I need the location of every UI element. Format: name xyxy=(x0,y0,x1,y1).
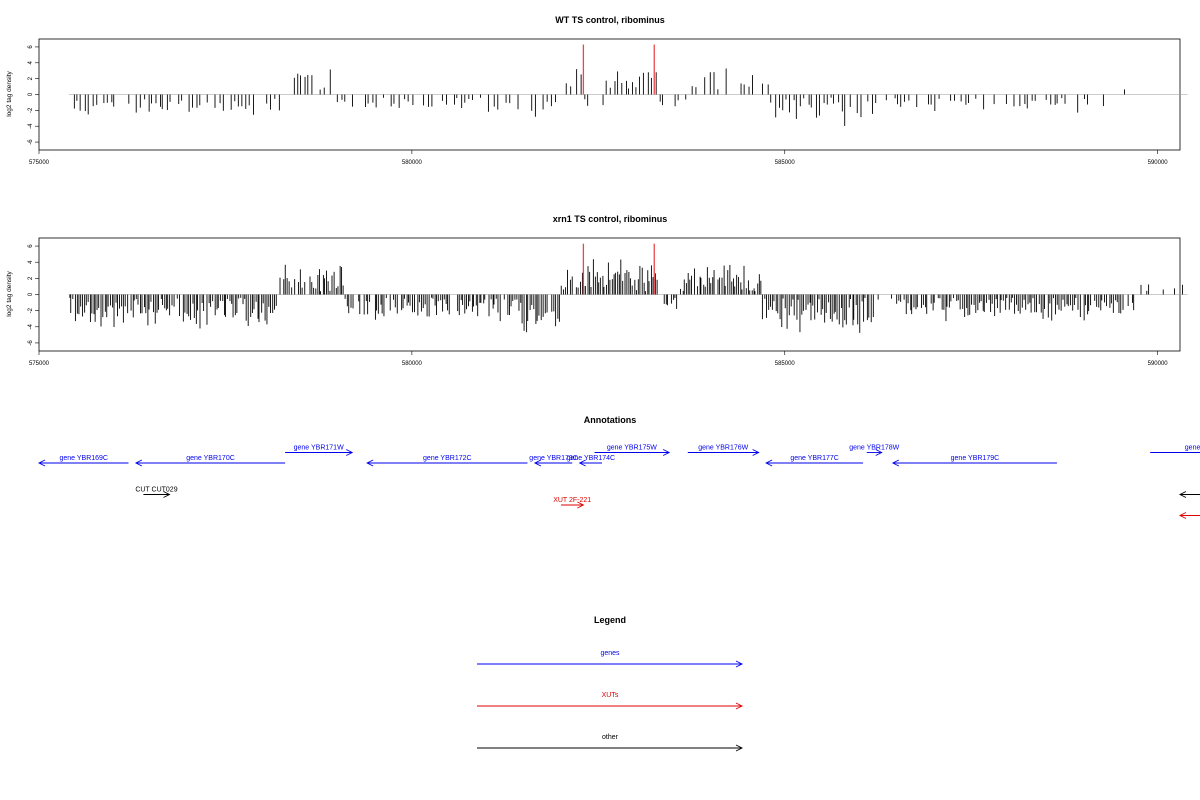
annotation-arrowhead xyxy=(163,491,171,498)
wt-density-bars xyxy=(68,68,1188,126)
y-tick-label: 6 xyxy=(28,244,34,248)
annotation-arrowhead xyxy=(891,459,900,467)
legend-arrowhead xyxy=(735,702,744,710)
annotation-label: gene YBR171W xyxy=(294,445,344,452)
legend-label: other xyxy=(602,734,619,741)
x-tick-label: 590000 xyxy=(1148,160,1169,166)
y-tick-label: 0 xyxy=(28,92,34,96)
wt-panel-title: WT TS control, ribominus xyxy=(555,15,665,25)
legend-panel: Legend genes XUTs other xyxy=(477,615,744,752)
annotation-feature: gene YBR170C xyxy=(134,455,286,467)
wt-highlight-lines xyxy=(582,44,655,95)
y-tick-label: 6 xyxy=(28,45,34,49)
annotation-feature: SUT SUT461 xyxy=(1178,491,1200,498)
annotation-label: gene YBR176W xyxy=(698,445,748,452)
annotation-arrowhead xyxy=(533,459,542,467)
annotation-feature: gene YBR178W xyxy=(849,445,900,456)
annotation-arrowhead xyxy=(1178,512,1187,519)
annotation-label: CUT CUT029 xyxy=(135,487,177,494)
legend-label: XUTs xyxy=(602,692,619,699)
xrn1-y-axis-label: log2 tag density xyxy=(6,270,13,316)
annotation-label: gene YBR169C xyxy=(59,455,108,462)
annotation-label: gene YBR179C xyxy=(951,455,1000,462)
annotation-label: gene YBR177C xyxy=(790,455,839,462)
xrn1-panel-title: xrn1 TS control, ribominus xyxy=(553,214,668,224)
annotation-arrowhead xyxy=(366,459,374,467)
xrn1-density-panel: xrn1 TS control, ribominus -6 -4 -2 0 2 4 6 57… xyxy=(6,214,1188,367)
legend-arrowhead xyxy=(735,660,744,668)
y-tick-label: 4 xyxy=(28,60,34,64)
legend-arrowhead xyxy=(735,744,744,752)
x-tick-label: 575000 xyxy=(29,160,50,166)
y-tick-label: -2 xyxy=(28,107,34,113)
annotation-feature: gene YBR169C xyxy=(37,455,129,467)
y-tick-label: -6 xyxy=(28,139,34,145)
wt-x-axis: 575000 580000 585000 590000 xyxy=(29,150,1168,166)
wt-y-axis-label: log2 tag density xyxy=(6,70,13,116)
annotation-arrowhead xyxy=(346,449,354,456)
annotation-feature: XUT 2F-221 xyxy=(553,497,591,509)
annotation-arrowhead xyxy=(577,501,585,509)
annotation-feature: gene YBR179C xyxy=(891,455,1057,467)
y-tick-label: -2 xyxy=(28,307,34,313)
annotation-arrowhead xyxy=(662,449,671,456)
annotation-arrowhead xyxy=(37,459,46,467)
wt-y-axis: -6 -4 -2 0 2 4 6 xyxy=(28,45,39,145)
annotation-arrowhead xyxy=(134,459,143,467)
annotation-arrowhead xyxy=(578,459,586,467)
xrn1-highlight-lines xyxy=(582,243,655,295)
annotation-label: gene YBR172C xyxy=(423,455,472,462)
legend-title: Legend xyxy=(594,615,626,625)
y-tick-label: -4 xyxy=(28,323,34,329)
y-tick-label: 2 xyxy=(28,76,34,80)
annotation-label: gene YBR178W xyxy=(849,445,899,452)
legend-label: genes xyxy=(600,650,620,657)
annotation-label: gene YBR170C xyxy=(186,455,235,462)
annotation-arrowhead xyxy=(1178,491,1187,498)
x-tick-label: 585000 xyxy=(775,160,796,166)
annotation-feature: gene YBR174C xyxy=(567,455,616,467)
annotation-label: XUT 2F-221 xyxy=(553,497,591,504)
xrn1-x-axis: 575000 580000 585000 590000 xyxy=(29,351,1168,367)
y-tick-label: -6 xyxy=(28,340,34,346)
annotation-arrowhead xyxy=(752,449,760,456)
annotation-feature: XUT 2R-240 xyxy=(1178,512,1200,519)
wt-density-panel: WT TS control, ribominus -6 -4 -2 0 2 4 6 5750… xyxy=(6,15,1188,166)
legend-item: XUTs xyxy=(477,692,744,710)
legend-items: genes XUTs other xyxy=(477,650,744,752)
x-tick-label: 590000 xyxy=(1148,361,1169,367)
annotation-feature: gene YBR180W xyxy=(1150,445,1200,453)
annotation-tracks: gene YBR169C gene YBR170C gene YBR171W gene… xyxy=(37,445,1200,519)
x-tick-label: 575000 xyxy=(29,361,50,367)
y-tick-label: 0 xyxy=(28,292,34,296)
annotation-feature: gene YBR173C xyxy=(529,455,578,467)
legend-item: genes xyxy=(477,650,744,668)
annotation-feature: gene YBR172C xyxy=(366,455,528,467)
annotation-feature: gene YBR177C xyxy=(765,455,864,467)
legend-item: other xyxy=(477,734,744,752)
y-tick-label: -4 xyxy=(28,123,34,129)
xrn1-density-bars xyxy=(68,259,1188,333)
annotation-label: gene YBR174C xyxy=(567,455,616,462)
xrn1-y-axis: -6 -4 -2 0 2 4 6 xyxy=(28,244,39,346)
x-tick-label: 585000 xyxy=(775,361,796,367)
x-tick-label: 580000 xyxy=(402,361,423,367)
annotation-label: gene YBR180W xyxy=(1185,445,1200,452)
annotation-feature: gene YBR176W xyxy=(687,445,760,456)
annotation-label: gene YBR175W xyxy=(607,445,657,452)
annotation-arrowhead xyxy=(875,449,883,456)
x-tick-label: 580000 xyxy=(402,160,423,166)
annotation-feature: CUT CUT029 xyxy=(135,487,178,498)
y-tick-label: 4 xyxy=(28,260,34,264)
annotation-arrowhead xyxy=(765,459,773,467)
annotation-feature: gene YBR175W xyxy=(594,445,671,456)
annotation-label: gene YBR173C xyxy=(529,455,578,462)
annotation-feature: gene YBR171W xyxy=(285,445,354,456)
y-tick-label: 2 xyxy=(28,276,34,280)
annotations-title: Annotations xyxy=(584,415,637,425)
annotations-panel: Annotations gene YBR169C gene YBR170Cgene… xyxy=(37,415,1200,519)
